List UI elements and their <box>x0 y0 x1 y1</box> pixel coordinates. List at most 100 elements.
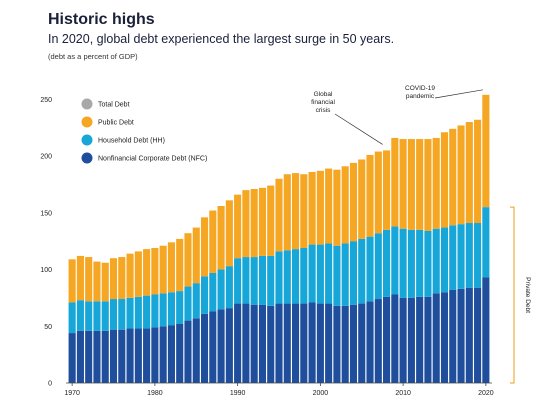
bar-segment <box>291 173 300 250</box>
bar-segment <box>482 94 490 208</box>
bar-segment <box>349 162 358 242</box>
bar-segment <box>76 255 84 301</box>
bar-segment <box>68 259 76 303</box>
bar-segment <box>383 150 391 230</box>
annotation-gfc: Global <box>314 91 333 98</box>
bar-segment <box>209 272 217 312</box>
bar-segment <box>267 255 275 306</box>
chart-subtitle: In 2020, global debt experienced the lar… <box>48 32 395 46</box>
bar-segment <box>176 291 184 324</box>
bar-segment <box>416 139 424 230</box>
bar-segment <box>432 293 440 383</box>
bar-segment <box>374 151 382 234</box>
bar-segment <box>482 277 490 383</box>
bar-segment <box>399 228 407 298</box>
x-tick-label: 2000 <box>313 390 329 397</box>
legend-marker <box>81 116 93 128</box>
bar-segment <box>200 313 209 383</box>
legend-marker <box>81 134 93 146</box>
bar-segment <box>440 227 449 293</box>
bar-segment <box>374 299 382 383</box>
legend-label: Nonfinancial Corporate Debt (NFC) <box>98 156 207 163</box>
bar-segment <box>184 286 192 321</box>
bar-segment <box>316 170 324 245</box>
bar-segment <box>151 294 159 328</box>
bar-segment <box>333 305 341 383</box>
bar-segment <box>416 229 424 297</box>
bar-segment <box>225 266 233 309</box>
legend-marker <box>81 98 93 110</box>
bar-segment <box>93 330 101 383</box>
bar-segment <box>134 328 142 383</box>
bar-segment <box>134 251 142 297</box>
bar-segment <box>258 187 267 256</box>
bar-segment <box>234 303 242 383</box>
bar-segment <box>200 276 209 314</box>
bar-segment <box>275 178 283 252</box>
private-debt-label: Private Debt <box>524 277 531 313</box>
legend-label: Public Debt <box>98 120 134 127</box>
bar-segment <box>250 304 258 383</box>
bar-segment <box>449 128 457 226</box>
annotation-arrow <box>334 113 383 145</box>
bar-segment <box>383 229 391 297</box>
bar-segment <box>432 137 440 229</box>
bar-segment <box>234 194 242 259</box>
bar-segment <box>275 303 283 383</box>
bar-segment <box>316 303 324 383</box>
bar-segment <box>391 137 399 227</box>
bar-segment <box>126 297 134 329</box>
bar-segment <box>407 297 415 383</box>
bar-segment <box>308 302 316 383</box>
bar-segment <box>242 257 250 304</box>
bar-segment <box>242 303 250 383</box>
bar-segment <box>283 303 291 383</box>
bar-segment <box>267 305 275 383</box>
bar-segment <box>68 333 76 383</box>
bar-segment <box>349 241 358 305</box>
bar-segment <box>242 190 250 258</box>
x-tick-label: 1980 <box>147 390 163 397</box>
bar-segment <box>209 210 217 273</box>
bar-segment <box>366 154 374 237</box>
x-tick-label: 1990 <box>230 390 246 397</box>
y-tick-label: 150 <box>40 210 52 217</box>
bar-segment <box>143 328 151 383</box>
bar-segment <box>308 244 316 303</box>
bar-segment <box>250 188 258 258</box>
bar-segment <box>118 299 126 330</box>
bar-segment <box>76 330 84 383</box>
bar-segment <box>101 262 109 302</box>
bar-segment <box>325 303 333 383</box>
bar-segment <box>159 293 167 327</box>
bar-segment <box>283 250 291 304</box>
bar-segment <box>399 139 407 229</box>
bar-segment <box>126 328 134 383</box>
bar-segment <box>151 327 159 383</box>
bar-segment <box>109 329 118 383</box>
bar-segment <box>300 247 308 304</box>
bar-segment <box>474 223 482 288</box>
bar-segment <box>474 119 482 224</box>
bar-segment <box>316 244 324 304</box>
bar-segment <box>291 249 300 304</box>
bar-segment <box>341 243 349 306</box>
bar-segment <box>159 245 167 294</box>
bar-segment <box>200 217 209 277</box>
y-tick-label: 100 <box>40 267 52 274</box>
bar-segment <box>457 125 465 225</box>
y-tick-label: 0 <box>48 381 52 388</box>
bar-segment <box>101 301 109 331</box>
bar-segment <box>225 200 233 267</box>
bar-segment <box>217 309 225 383</box>
y-tick-label: 200 <box>40 154 52 161</box>
bar-segment <box>143 295 151 329</box>
legend-label: Total Debt <box>98 102 130 109</box>
bar-segment <box>167 325 175 383</box>
bar-segment <box>474 287 482 383</box>
bar-segment <box>300 303 308 383</box>
bar-segment <box>399 297 407 383</box>
bar-segment <box>167 242 175 293</box>
bar-segment <box>192 227 200 284</box>
bar-segment <box>407 229 415 298</box>
